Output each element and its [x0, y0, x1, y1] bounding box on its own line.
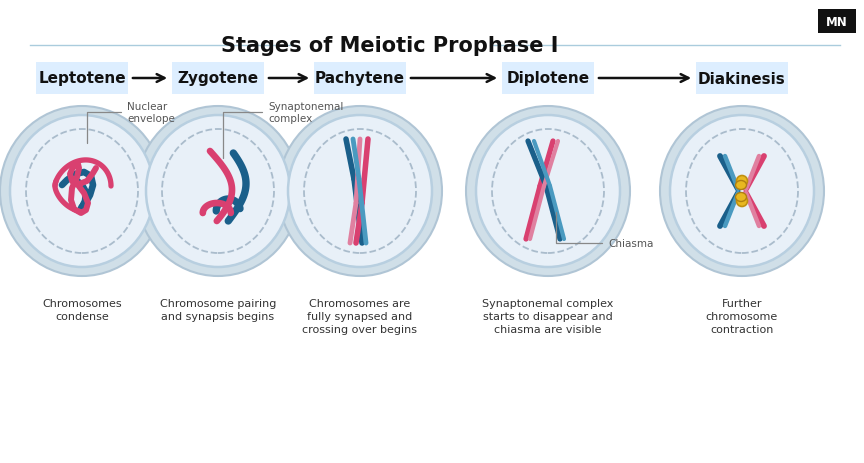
Text: Leptotene: Leptotene: [38, 71, 126, 86]
Text: Synaptonemal complex
starts to disappear and
chiasma are visible: Synaptonemal complex starts to disappear…: [482, 298, 613, 335]
Ellipse shape: [136, 107, 300, 276]
Circle shape: [736, 196, 747, 207]
Text: Chiasma: Chiasma: [556, 213, 653, 249]
Text: Pachytene: Pachytene: [315, 71, 405, 86]
FancyBboxPatch shape: [36, 63, 128, 95]
Ellipse shape: [670, 116, 814, 268]
FancyBboxPatch shape: [502, 63, 594, 95]
Text: Diakinesis: Diakinesis: [698, 71, 786, 86]
Text: Synaptonemal
complex: Synaptonemal complex: [223, 102, 343, 159]
Text: Zygotene: Zygotene: [177, 71, 258, 86]
FancyBboxPatch shape: [818, 10, 856, 34]
FancyBboxPatch shape: [314, 63, 406, 95]
Circle shape: [736, 176, 747, 187]
Ellipse shape: [0, 107, 164, 276]
Ellipse shape: [288, 116, 432, 268]
Ellipse shape: [10, 116, 154, 268]
Text: Diplotene: Diplotene: [506, 71, 589, 86]
Ellipse shape: [735, 181, 746, 190]
Ellipse shape: [735, 193, 746, 202]
Text: Nuclear
envelope: Nuclear envelope: [87, 102, 175, 144]
Ellipse shape: [660, 107, 824, 276]
Ellipse shape: [146, 116, 290, 268]
Ellipse shape: [476, 116, 620, 268]
Text: Stages of Meiotic Prophase I: Stages of Meiotic Prophase I: [221, 36, 559, 56]
Text: Further
chromosome
contraction: Further chromosome contraction: [706, 298, 778, 335]
Text: MN: MN: [826, 15, 848, 28]
Ellipse shape: [466, 107, 630, 276]
Ellipse shape: [278, 107, 442, 276]
Text: Chromosomes
condense: Chromosomes condense: [42, 298, 122, 321]
Text: Chromosome pairing
and synapsis begins: Chromosome pairing and synapsis begins: [160, 298, 276, 321]
FancyBboxPatch shape: [172, 63, 264, 95]
Text: Chromosomes are
fully synapsed and
crossing over begins: Chromosomes are fully synapsed and cross…: [302, 298, 417, 335]
FancyBboxPatch shape: [696, 63, 788, 95]
